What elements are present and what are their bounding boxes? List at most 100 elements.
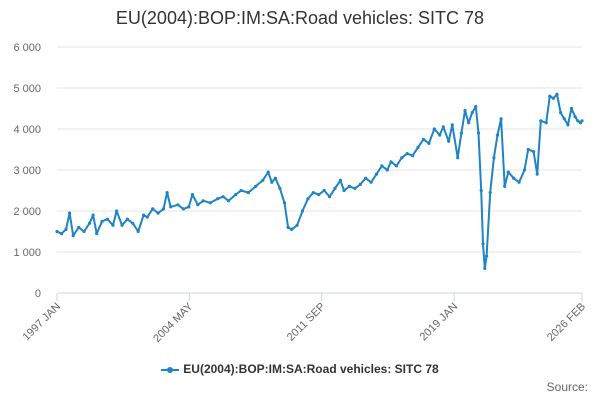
data-point[interactable] [421, 137, 426, 141]
data-point[interactable] [427, 141, 431, 145]
data-point[interactable] [77, 225, 81, 229]
data-point[interactable] [105, 217, 110, 221]
data-point[interactable] [300, 209, 305, 213]
data-point[interactable] [411, 154, 415, 158]
data-point[interactable] [71, 234, 75, 238]
data-point[interactable] [221, 195, 225, 199]
data-point[interactable] [145, 215, 149, 219]
data-point[interactable] [389, 160, 393, 164]
data-point[interactable] [503, 184, 507, 188]
data-point[interactable] [522, 168, 527, 172]
data-point[interactable] [517, 180, 521, 184]
data-point[interactable] [512, 176, 516, 180]
data-point[interactable] [551, 96, 556, 100]
data-point[interactable] [333, 186, 337, 190]
credits[interactable]: Source: [546, 380, 588, 394]
data-point[interactable] [322, 188, 326, 193]
data-point[interactable] [338, 178, 342, 182]
data-point[interactable] [196, 203, 200, 207]
data-point[interactable] [559, 111, 563, 115]
data-point[interactable] [234, 193, 238, 197]
data-point[interactable] [470, 111, 474, 115]
data-point[interactable] [201, 199, 205, 203]
data-point[interactable] [405, 152, 409, 156]
data-point[interactable] [95, 232, 99, 236]
legend[interactable]: EU(2004):BOP:IM:SA:Road vehicles: SITC 7… [0, 362, 600, 376]
data-point[interactable] [270, 180, 274, 184]
data-point[interactable] [580, 119, 584, 123]
data-point[interactable] [562, 117, 566, 121]
data-point[interactable] [492, 156, 496, 160]
data-point[interactable] [394, 164, 398, 168]
data-point[interactable] [481, 242, 485, 246]
data-point[interactable] [317, 193, 321, 197]
data-point[interactable] [100, 219, 104, 223]
data-point[interactable] [190, 193, 194, 197]
data-point[interactable] [353, 186, 357, 190]
data-point[interactable] [369, 180, 373, 184]
data-point[interactable] [87, 221, 92, 225]
data-point[interactable] [295, 223, 299, 227]
data-point[interactable] [342, 188, 346, 193]
data-point[interactable] [286, 225, 290, 229]
data-point[interactable] [441, 125, 445, 129]
data-point[interactable] [55, 229, 59, 234]
data-point[interactable] [181, 207, 185, 211]
data-point[interactable] [483, 266, 487, 270]
data-point[interactable] [165, 191, 169, 195]
data-point[interactable] [385, 168, 389, 172]
data-point[interactable] [115, 209, 119, 213]
data-point[interactable] [358, 182, 362, 186]
data-point[interactable] [246, 191, 250, 195]
data-point[interactable] [169, 205, 173, 209]
data-point[interactable] [380, 164, 384, 168]
data-point[interactable] [226, 199, 231, 203]
data-point[interactable] [569, 106, 574, 111]
data-point[interactable] [156, 211, 160, 215]
data-point[interactable] [254, 184, 258, 188]
data-point[interactable] [111, 223, 115, 227]
data-point[interactable] [176, 203, 180, 207]
series-line[interactable] [56, 93, 583, 270]
data-point[interactable] [364, 176, 368, 180]
data-point[interactable] [374, 172, 379, 176]
data-point[interactable] [532, 150, 536, 154]
data-point[interactable] [328, 195, 332, 199]
data-point[interactable] [576, 119, 580, 123]
data-point[interactable] [120, 223, 124, 227]
data-point[interactable] [216, 197, 220, 201]
data-point[interactable] [142, 213, 146, 217]
data-point[interactable] [526, 147, 530, 152]
data-point[interactable] [432, 127, 436, 131]
data-point[interactable] [488, 191, 492, 195]
data-point[interactable] [266, 170, 270, 174]
data-point[interactable] [548, 94, 552, 98]
data-point[interactable] [208, 201, 212, 205]
data-point[interactable] [474, 104, 478, 109]
data-point[interactable] [131, 221, 135, 225]
data-point[interactable] [125, 217, 129, 221]
data-point[interactable] [573, 115, 577, 119]
data-point[interactable] [59, 232, 64, 236]
data-point[interactable] [485, 254, 489, 258]
data-point[interactable] [555, 92, 559, 96]
data-point[interactable] [467, 121, 471, 125]
data-point[interactable] [495, 133, 500, 137]
data-point[interactable] [456, 156, 460, 160]
data-point[interactable] [416, 145, 420, 149]
data-point[interactable] [311, 191, 315, 195]
data-point[interactable] [136, 229, 140, 234]
data-point[interactable] [91, 213, 95, 217]
data-point[interactable] [64, 227, 68, 231]
data-point[interactable] [290, 227, 294, 231]
data-point[interactable] [347, 184, 351, 188]
data-point[interactable] [68, 211, 72, 215]
data-point[interactable] [261, 178, 265, 182]
data-point[interactable] [499, 117, 503, 121]
data-point[interactable] [544, 121, 548, 125]
data-point[interactable] [479, 188, 483, 193]
data-point[interactable] [506, 170, 510, 174]
data-point[interactable] [282, 201, 287, 205]
data-point[interactable] [450, 123, 454, 127]
data-point[interactable] [187, 205, 191, 209]
